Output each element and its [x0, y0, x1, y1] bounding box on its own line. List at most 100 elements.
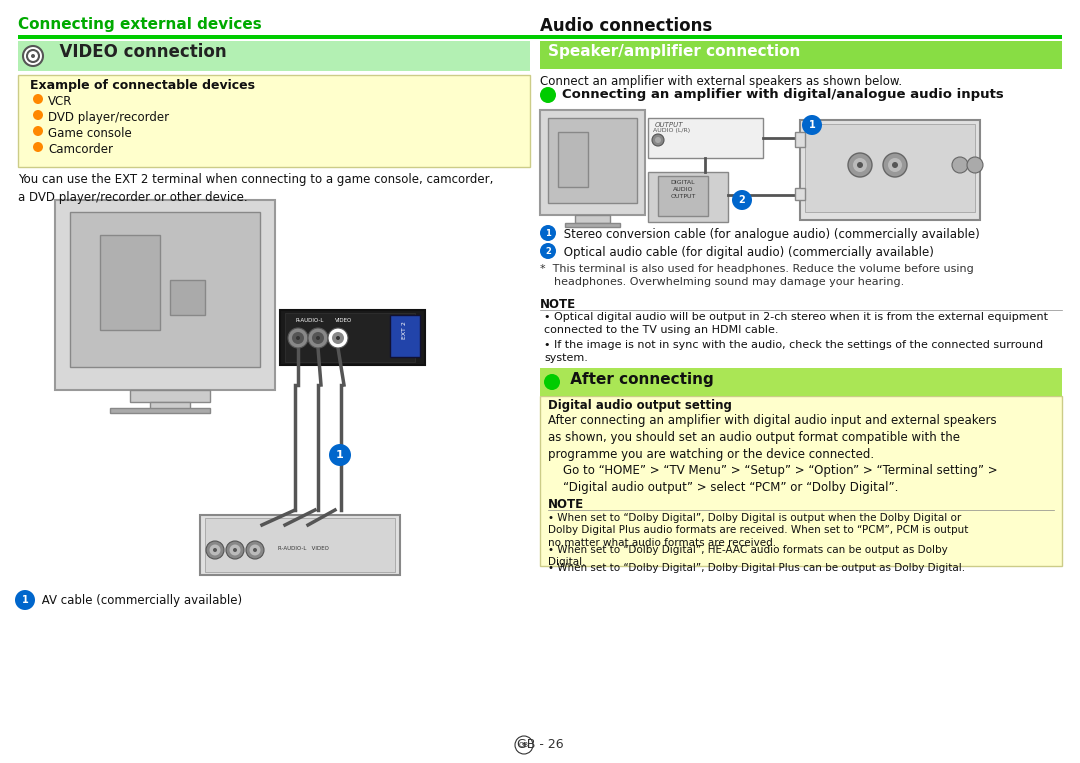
- Circle shape: [540, 87, 556, 103]
- Circle shape: [858, 162, 863, 168]
- Bar: [540, 396, 1062, 566]
- Circle shape: [33, 110, 43, 120]
- Circle shape: [308, 328, 328, 348]
- Circle shape: [802, 115, 822, 135]
- Circle shape: [951, 157, 968, 173]
- Text: 1: 1: [545, 228, 551, 237]
- Bar: [18, 41, 530, 71]
- Text: 1: 1: [809, 120, 815, 130]
- Text: VCR: VCR: [48, 95, 72, 108]
- Circle shape: [292, 332, 303, 344]
- Text: AUDIO (L/R): AUDIO (L/R): [653, 128, 690, 133]
- Circle shape: [316, 336, 320, 340]
- Text: OUTPUT: OUTPUT: [654, 122, 684, 128]
- Bar: [100, 235, 160, 330]
- Bar: [170, 280, 205, 315]
- Circle shape: [246, 541, 264, 559]
- Circle shape: [33, 142, 43, 152]
- Circle shape: [892, 162, 897, 168]
- Circle shape: [967, 157, 983, 173]
- Bar: [548, 118, 637, 203]
- Circle shape: [312, 332, 324, 344]
- Text: Stereo conversion cable (for analogue audio) (commercially available): Stereo conversion cable (for analogue au…: [561, 228, 980, 241]
- Bar: [18, 75, 530, 167]
- Bar: [70, 212, 260, 367]
- Circle shape: [883, 153, 907, 177]
- Text: Optical audio cable (for digital audio) (commercially available): Optical audio cable (for digital audio) …: [561, 246, 934, 259]
- Text: R-AUDIO-L: R-AUDIO-L: [295, 318, 323, 323]
- Text: NOTE: NOTE: [540, 298, 576, 311]
- Circle shape: [329, 444, 351, 466]
- Text: Example of connectable devices: Example of connectable devices: [30, 79, 255, 92]
- Text: Digital audio output setting: Digital audio output setting: [548, 399, 732, 412]
- Text: EXT 2: EXT 2: [403, 321, 407, 339]
- Circle shape: [332, 332, 345, 344]
- Text: After connecting an amplifier with digital audio input and external speakers
as : After connecting an amplifier with digit…: [548, 414, 997, 461]
- Bar: [575, 215, 610, 223]
- Text: DIGITAL: DIGITAL: [671, 180, 696, 185]
- Bar: [205, 518, 395, 572]
- Text: Camcorder: Camcorder: [48, 143, 113, 156]
- Circle shape: [226, 541, 244, 559]
- Bar: [540, 110, 645, 215]
- Text: • When set to “Dolby Digital”, Dolby Digital Plus can be output as Dolby Digital: • When set to “Dolby Digital”, Dolby Dig…: [548, 563, 966, 573]
- Bar: [200, 515, 400, 575]
- Circle shape: [213, 548, 217, 552]
- Circle shape: [233, 548, 237, 552]
- Bar: [795, 188, 805, 200]
- Text: DVD player/recorder: DVD player/recorder: [48, 111, 170, 124]
- Circle shape: [15, 590, 35, 610]
- Circle shape: [249, 545, 260, 555]
- Text: VIDEO: VIDEO: [335, 318, 352, 323]
- Bar: [805, 124, 975, 212]
- Text: *  This terminal is also used for headphones. Reduce the volume before using
   : * This terminal is also used for headpho…: [540, 264, 974, 287]
- Text: GB: GB: [518, 742, 529, 748]
- Circle shape: [288, 328, 308, 348]
- Bar: [55, 200, 275, 390]
- Circle shape: [652, 134, 664, 146]
- Circle shape: [229, 545, 241, 555]
- Bar: [130, 390, 210, 402]
- Bar: [658, 176, 708, 216]
- Circle shape: [540, 243, 556, 259]
- Text: OUTPUT: OUTPUT: [671, 194, 696, 199]
- Text: Connecting external devices: Connecting external devices: [18, 17, 261, 32]
- Circle shape: [732, 190, 752, 210]
- Text: Speaker/amplifier connection: Speaker/amplifier connection: [548, 44, 800, 59]
- Circle shape: [210, 545, 220, 555]
- Text: 1: 1: [22, 595, 28, 605]
- Text: AV cable (commercially available): AV cable (commercially available): [38, 594, 242, 607]
- Circle shape: [31, 54, 35, 58]
- Circle shape: [206, 541, 224, 559]
- Circle shape: [654, 137, 661, 143]
- Text: NOTE: NOTE: [548, 498, 584, 511]
- Circle shape: [23, 46, 43, 66]
- Circle shape: [33, 94, 43, 104]
- Bar: [540, 41, 1062, 69]
- Bar: [280, 310, 426, 365]
- Text: After connecting: After connecting: [565, 372, 714, 387]
- Circle shape: [336, 336, 340, 340]
- Text: • If the image is not in sync with the audio, check the settings of the connecte: • If the image is not in sync with the a…: [544, 340, 1043, 363]
- Text: • Optical digital audio will be output in 2-ch stereo when it is from the extern: • Optical digital audio will be output i…: [544, 312, 1048, 335]
- Text: VIDEO connection: VIDEO connection: [48, 43, 227, 61]
- Text: 1: 1: [336, 450, 343, 460]
- Text: Connect an amplifier with external speakers as shown below.: Connect an amplifier with external speak…: [540, 75, 902, 88]
- Circle shape: [296, 336, 300, 340]
- Bar: [150, 402, 190, 410]
- Circle shape: [853, 158, 867, 172]
- Text: Connecting an amplifier with digital/analogue audio inputs: Connecting an amplifier with digital/ana…: [562, 88, 1003, 101]
- Circle shape: [544, 374, 561, 390]
- Circle shape: [540, 225, 556, 241]
- Bar: [648, 118, 762, 158]
- Text: GB - 26: GB - 26: [516, 739, 564, 752]
- Bar: [648, 172, 728, 222]
- Text: AUDIO: AUDIO: [673, 187, 693, 192]
- Text: 2: 2: [739, 195, 745, 205]
- Bar: [558, 132, 588, 187]
- Text: Go to “HOME” > “TV Menu” > “Setup” > “Option” > “Terminal setting” >
    “Digita: Go to “HOME” > “TV Menu” > “Setup” > “Op…: [548, 464, 998, 494]
- Text: You can use the EXT 2 terminal when connecting to a game console, camcorder,
a D: You can use the EXT 2 terminal when conn…: [18, 173, 494, 204]
- Bar: [565, 223, 620, 227]
- Circle shape: [33, 126, 43, 136]
- Bar: [18, 35, 1062, 39]
